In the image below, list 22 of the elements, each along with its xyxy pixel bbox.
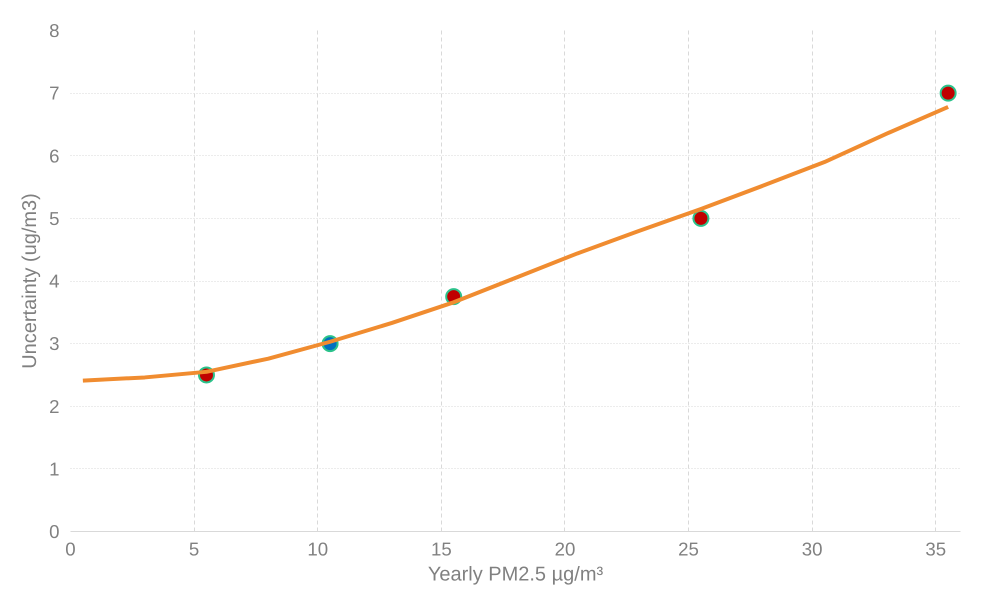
point	[692, 210, 710, 227]
x-tick-label: 20	[554, 538, 576, 560]
x-tick-label: 25	[678, 538, 699, 560]
y-tick-label: 5	[49, 208, 60, 229]
y-tick-label: 4	[49, 270, 60, 292]
y-tick-label: 6	[49, 145, 60, 166]
x-tick-label: 30	[802, 538, 823, 560]
x-tick-label: 10	[307, 538, 328, 560]
x-tick-label: 35	[925, 538, 946, 560]
y-axis-title: Uncertainty (ug/m3)	[19, 193, 42, 369]
x-tick-label: 15	[430, 538, 452, 560]
y-tick-label: 8	[49, 20, 60, 41]
x-axis-title: Yearly PM2.5 µg/m³	[428, 564, 604, 586]
y-tick-label: 1	[49, 458, 60, 480]
line-series	[80, 104, 950, 383]
y-tick-label: 2	[49, 396, 60, 417]
y-tick-label: 7	[49, 82, 60, 104]
x-tick-label: 0	[65, 538, 76, 560]
point	[940, 84, 957, 102]
x-tick-label: 5	[188, 538, 200, 560]
y-tick-label: 0	[49, 521, 60, 542]
y-tick-label: 3	[49, 333, 60, 354]
